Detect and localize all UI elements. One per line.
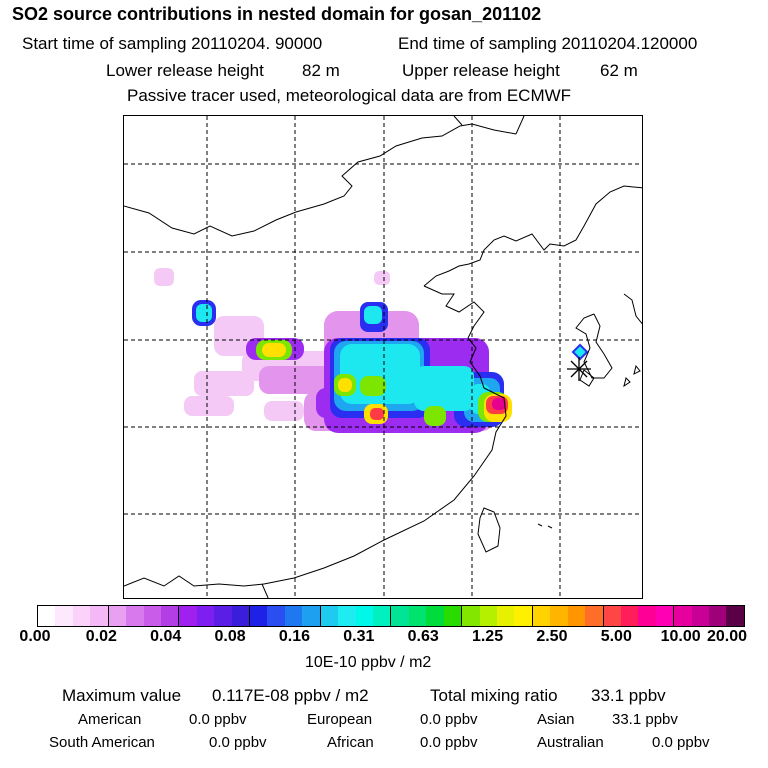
colorbar-segment <box>179 606 197 626</box>
colorbar-segment <box>462 606 480 626</box>
colorbar-segment <box>72 606 91 626</box>
source-name: Australian <box>537 734 604 751</box>
colorbar-tick-label: 5.00 <box>600 628 632 645</box>
colorbar-units: 10E-10 ppbv / m2 <box>305 654 432 671</box>
colorbar-tick-label: 1.25 <box>471 628 504 645</box>
colorbar-segment <box>391 606 409 626</box>
colorbar-segment <box>214 606 232 626</box>
source-name: Asian <box>537 711 575 728</box>
colorbar-segment <box>585 606 604 626</box>
colorbar-segment <box>320 606 339 626</box>
receptor-star-marker <box>567 357 591 381</box>
lower-release-label: Lower release height <box>106 61 264 80</box>
colorbar-segment <box>726 606 744 626</box>
colorbar-segment <box>373 606 392 626</box>
end-time-label: End time of sampling 20110204.120000 <box>398 34 698 53</box>
upper-release-label: Upper release height <box>402 61 560 80</box>
source-value: 0.0 ppbv <box>189 711 247 728</box>
colorbar-tick-label: 2.50 <box>536 628 568 645</box>
map-panel <box>123 115 643 599</box>
colorbar-segment <box>126 606 144 626</box>
source-value: 0.0 ppbv <box>420 711 478 728</box>
colorbar-tick-label: 0.63 <box>407 628 439 645</box>
colorbar-segment <box>638 606 656 626</box>
colorbar-segment <box>55 606 73 626</box>
colorbar-segment <box>231 606 251 626</box>
concentration-plume <box>154 268 589 433</box>
colorbar-segment <box>160 606 180 626</box>
colorbar-segment <box>267 606 285 626</box>
colorbar-segment <box>691 606 710 626</box>
max-value: 0.117E-08 ppbv / m2 <box>212 686 369 705</box>
colorbar-segment <box>143 606 161 626</box>
lower-release-value: 82 m <box>302 61 340 80</box>
upper-release-value: 62 m <box>600 61 638 80</box>
source-value: 0.0 ppbv <box>420 734 478 751</box>
tracer-note: Passive tracer used, meteorological data… <box>127 86 572 105</box>
colorbar-segment <box>496 606 515 626</box>
colorbar-tick-label: 10.00 <box>660 628 701 645</box>
colorbar-segment <box>90 606 109 626</box>
colorbar-tick-labels: 0.00 0.02 0.04 0.08 0.16 0.31 0.63 1.25 2.50 5.00… <box>0 628 768 650</box>
colorbar-segment <box>250 606 268 626</box>
colorbar-segment <box>567 606 586 626</box>
colorbar-segment <box>674 606 692 626</box>
colorbar-segment <box>603 606 621 626</box>
colorbar-segment <box>620 606 639 626</box>
total-mixing-value: 33.1 ppbv <box>591 686 666 705</box>
colorbar-segment <box>532 606 551 626</box>
colorbar-tick-label: 20.00 <box>706 628 748 645</box>
colorbar-segment <box>38 606 56 626</box>
colorbar-segment <box>338 606 356 626</box>
source-name: South American <box>49 734 155 751</box>
colorbar-segment <box>302 606 321 626</box>
colorbar-segment <box>709 606 727 626</box>
colorbar-tick-label: 0.16 <box>278 628 311 645</box>
colorbar-segment <box>426 606 444 626</box>
source-name: African <box>327 734 374 751</box>
colorbar-segment <box>479 606 497 626</box>
colorbar-segment <box>514 606 533 626</box>
source-value: 0.0 ppbv <box>209 734 267 751</box>
colorbar-segment <box>443 606 463 626</box>
source-name: European <box>307 711 373 728</box>
map-canvas <box>124 116 642 598</box>
colorbar-tick-label: 0.02 <box>85 628 117 645</box>
total-mixing-label: Total mixing ratio <box>430 686 558 705</box>
coastlines <box>124 116 642 598</box>
start-time-label: Start time of sampling 20110204. 90000 <box>22 34 323 53</box>
colorbar-segment <box>408 606 427 626</box>
lat-lon-grid <box>124 116 642 598</box>
source-name: American <box>78 711 142 728</box>
colorbar-tick-label: 0.31 <box>343 628 375 645</box>
colorbar-segment <box>355 606 374 626</box>
source-value: 0.0 ppbv <box>652 734 710 751</box>
colorbar-segment <box>550 606 568 626</box>
max-value-label: Maximum value <box>62 686 182 705</box>
colorbar <box>37 605 745 627</box>
colorbar-tick-label: 0.08 <box>214 628 246 645</box>
colorbar-tick-label: 0.04 <box>150 628 182 645</box>
colorbar-segment <box>196 606 215 626</box>
colorbar-segment <box>284 606 303 626</box>
colorbar-segment <box>655 606 675 626</box>
colorbar-segment <box>108 606 127 626</box>
colorbar-tick-label: 0.00 <box>19 628 51 645</box>
source-value: 33.1 ppbv <box>612 711 678 728</box>
plot-title: SO2 source contributions in nested domai… <box>12 4 542 24</box>
